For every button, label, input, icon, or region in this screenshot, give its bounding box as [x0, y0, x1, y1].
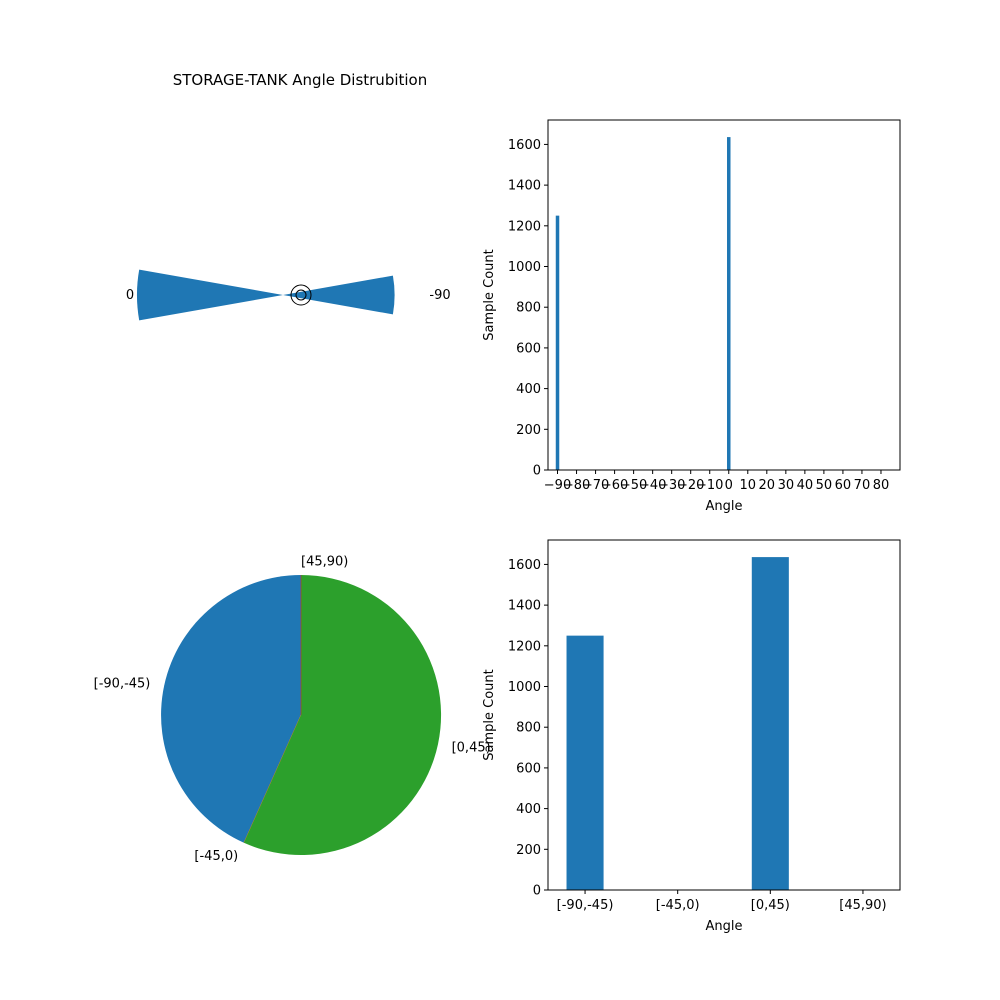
- category-ytick-label: 0: [533, 884, 541, 899]
- polar-theta-label-neg90: -90: [429, 288, 450, 303]
- histogram-xtick-label: 70: [854, 478, 871, 493]
- category-ytick-label: 1200: [508, 639, 541, 654]
- pie-chart: [-90,-45) [-45,0) [0,45) [45,90): [94, 555, 491, 865]
- histogram-xtick-label: −10: [696, 478, 723, 493]
- pie-slice: [243, 575, 442, 855]
- polar-wedge: [283, 275, 395, 315]
- histogram-xtick-label: 40: [797, 478, 814, 493]
- category-ytick-label: 200: [516, 843, 541, 858]
- histogram-bar: [727, 137, 731, 470]
- polar-wedge: [136, 269, 283, 321]
- histogram-ylabel: Sample Count: [482, 249, 497, 340]
- histogram-ytick-label: 1000: [508, 260, 541, 275]
- category-bar: [751, 557, 789, 890]
- category-bars: [566, 557, 789, 890]
- pie-slice: [161, 575, 301, 843]
- polar-center-ring: [290, 284, 312, 306]
- pie-slice-label: [-45,0): [194, 849, 238, 864]
- polar-theta-label-0: 0: [126, 288, 134, 303]
- histogram-ticks: 02004006008001000120014001600−90−80−70−6…: [508, 138, 889, 493]
- histogram-bar: [555, 215, 560, 470]
- category-ytick-label: 800: [516, 721, 541, 736]
- histogram-ytick-label: 600: [516, 341, 541, 356]
- histogram-bars: [555, 137, 731, 470]
- histogram-frame: [547, 119, 901, 471]
- category-ytick-label: 400: [516, 802, 541, 817]
- histogram-xtick-label: 0: [725, 478, 733, 493]
- histogram-xtick-label: −70: [582, 478, 609, 493]
- polar-wedges: [136, 269, 395, 321]
- histogram-ytick-label: 1400: [508, 179, 541, 194]
- category-bar-chart: 0 200 400 600 800 1000 1200 1400 1600 [-90,-45) [-…: [482, 539, 901, 934]
- histogram-xtick-label: 50: [816, 478, 833, 493]
- histogram-ytick-label: 800: [516, 301, 541, 316]
- pie-slice-label: [0,45): [452, 741, 491, 756]
- category-xtick-label: [0,45): [751, 898, 790, 913]
- histogram-xtick-label: 30: [778, 478, 795, 493]
- histogram-ytick-label: 400: [516, 382, 541, 397]
- histogram-ytick-label: 1200: [508, 219, 541, 234]
- polar-title: STORAGE-TANK Angle Distrubition: [173, 71, 428, 89]
- histogram-ytick-label: 1600: [508, 138, 541, 153]
- category-ytick-label: 1400: [508, 599, 541, 614]
- histogram-xtick-label: 20: [759, 478, 776, 493]
- category-ylabel: Sample Count: [482, 669, 497, 760]
- polar-center-ring-inner: [295, 289, 307, 301]
- histogram-xtick-label: −40: [639, 478, 666, 493]
- histogram-xtick-label: 80: [873, 478, 890, 493]
- histogram-xlabel: Angle: [706, 499, 743, 514]
- pie-slice-label: [-90,-45): [94, 676, 151, 691]
- category-xtick-label: [-90,-45): [557, 898, 614, 913]
- histogram-xtick-label: 10: [740, 478, 757, 493]
- pie-slice-label: [45,90): [301, 555, 348, 570]
- category-ytick-label: 600: [516, 761, 541, 776]
- category-frame: [547, 539, 901, 891]
- category-bar: [566, 635, 604, 890]
- pie-slices: [161, 575, 442, 855]
- pie-labels: [-90,-45) [-45,0) [0,45) [45,90): [94, 555, 491, 865]
- histogram-xtick-label: −30: [658, 478, 685, 493]
- histogram-xtick-label: −60: [601, 478, 628, 493]
- polar-chart: STORAGE-TANK Angle Distrubition 0 -90: [126, 71, 451, 321]
- histogram-xtick-label: −80: [563, 478, 590, 493]
- histogram-ytick-label: 200: [516, 423, 541, 438]
- category-xtick-label: [-45,0): [656, 898, 700, 913]
- category-ytick-label: 1600: [508, 558, 541, 573]
- histogram-ytick-label: 0: [533, 464, 541, 479]
- category-xtick-label: [45,90): [839, 898, 886, 913]
- histogram-chart: 02004006008001000120014001600−90−80−70−6…: [482, 119, 901, 514]
- category-ticks: 0 200 400 600 800 1000 1200 1400 1600 [-90,-45) [-…: [508, 558, 887, 913]
- category-xlabel: Angle: [706, 919, 743, 934]
- histogram-xtick-label: 60: [835, 478, 852, 493]
- histogram-xtick-label: −50: [620, 478, 647, 493]
- category-ytick-label: 1000: [508, 680, 541, 695]
- histogram-xtick-label: −90: [544, 478, 571, 493]
- histogram-xtick-label: −20: [677, 478, 704, 493]
